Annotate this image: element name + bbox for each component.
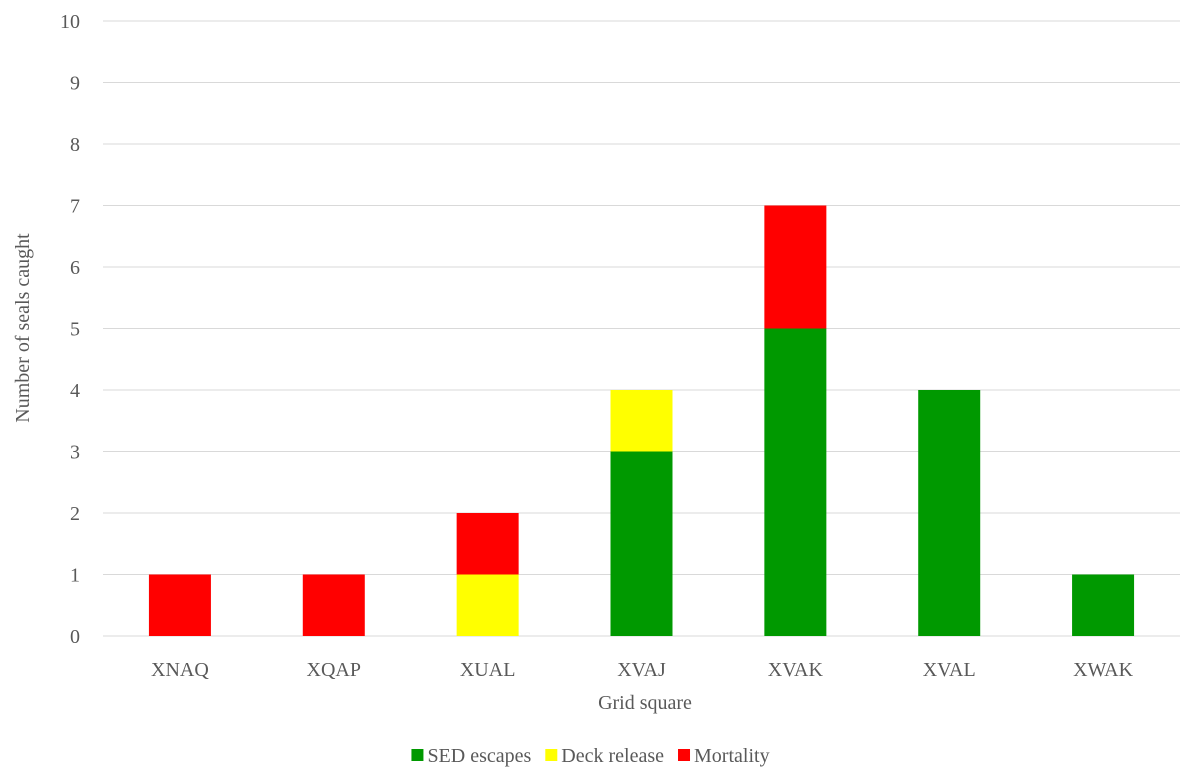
legend-item: SED escapes <box>411 745 532 767</box>
bar-deck-release-xual <box>456 574 519 636</box>
bar-deck-release-xvaj <box>610 390 673 452</box>
x-axis-title: Grid square <box>598 692 692 714</box>
bars <box>148 205 1135 636</box>
bar-sed-escapes-xvaj <box>610 451 673 636</box>
y-tick-label: 4 <box>70 380 80 402</box>
bar-mortality-xqap <box>302 574 365 636</box>
y-tick-label: 9 <box>70 73 80 95</box>
y-tick-label: 3 <box>70 442 80 464</box>
y-tick-label: 6 <box>70 257 80 279</box>
bar-sed-escapes-xwak <box>1072 574 1135 636</box>
y-tick-label: 1 <box>70 565 80 587</box>
legend-swatch <box>411 749 424 761</box>
x-tick-labels: XNAQ XQAP XUAL XVAJ XVAK XVAL XWAK <box>151 659 1134 681</box>
legend-item: Deck release <box>545 745 664 767</box>
y-tick-label: 8 <box>70 134 80 156</box>
x-tick-label: XUAL <box>460 659 516 681</box>
legend-item: Mortality <box>678 745 770 767</box>
bar-sed-escapes-xval <box>918 390 981 636</box>
bar-mortality-xual <box>456 513 519 575</box>
y-tick-label: 2 <box>70 503 80 525</box>
legend-label: Deck release <box>561 745 664 767</box>
x-tick-label: XVAL <box>923 659 976 681</box>
bar-mortality-xnaq <box>148 574 211 636</box>
y-tick-label: 5 <box>70 319 80 341</box>
y-axis-title: Number of seals caught <box>12 233 34 423</box>
legend: SED escapes Deck release Mortality <box>411 745 770 767</box>
legend-label: SED escapes <box>427 745 531 767</box>
x-tick-label: XWAK <box>1073 659 1134 681</box>
y-tick-label: 7 <box>70 196 80 218</box>
bar-mortality-xvak <box>764 205 827 329</box>
x-tick-label: XVAK <box>768 659 824 681</box>
legend-swatch <box>545 749 558 761</box>
x-tick-label: XQAP <box>307 659 361 681</box>
y-tick-label: 0 <box>70 626 80 648</box>
y-tick-labels: 0 1 2 3 4 5 6 7 8 9 10 <box>60 11 80 648</box>
legend-label: Mortality <box>694 745 770 767</box>
bar-sed-escapes-xvak <box>764 328 827 636</box>
x-tick-label: XNAQ <box>151 659 209 681</box>
legend-swatch <box>678 749 691 761</box>
x-tick-label: XVAJ <box>617 659 666 681</box>
y-tick-label: 10 <box>60 11 80 33</box>
